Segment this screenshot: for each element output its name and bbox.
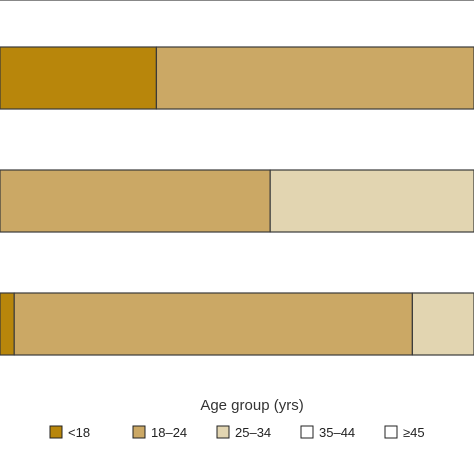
bar-segment-row1-series2 — [155, 46, 474, 110]
legend-swatch-1 — [49, 425, 63, 439]
bar-group-3 — [0, 292, 474, 356]
legend: <18 18–24 25–34 35–44 ≥45 — [49, 425, 425, 440]
legend-item-1: <18 — [49, 425, 90, 440]
bar-group-1 — [0, 46, 474, 110]
legend-swatch-4 — [300, 425, 314, 439]
legend-label-2: 18–24 — [151, 425, 187, 440]
legend-swatch-3 — [216, 425, 230, 439]
bar-segment-row1-series1 — [0, 46, 158, 110]
bar-segment-row3-series3 — [411, 292, 474, 356]
legend-title: Age group (yrs) — [200, 397, 303, 414]
bar-group-2 — [0, 169, 474, 233]
bar-segment-row2-series3 — [269, 169, 474, 233]
legend-item-3: 25–34 — [216, 425, 271, 440]
legend-item-5: ≥45 — [384, 425, 425, 440]
bars-layer — [0, 46, 474, 356]
bar-segment-row3-series1 — [0, 292, 15, 356]
legend-item-4: 35–44 — [300, 425, 355, 440]
legend-label-3: 25–34 — [235, 425, 271, 440]
legend-swatch-5 — [384, 425, 398, 439]
legend-swatch-2 — [132, 425, 146, 439]
legend-label-5: ≥45 — [403, 425, 425, 440]
bar-segment-row2-series2 — [0, 169, 271, 233]
legend-item-2: 18–24 — [132, 425, 187, 440]
bar-segment-row3-series2 — [13, 292, 413, 356]
legend-label-1: <18 — [68, 425, 90, 440]
legend-label-4: 35–44 — [319, 425, 355, 440]
